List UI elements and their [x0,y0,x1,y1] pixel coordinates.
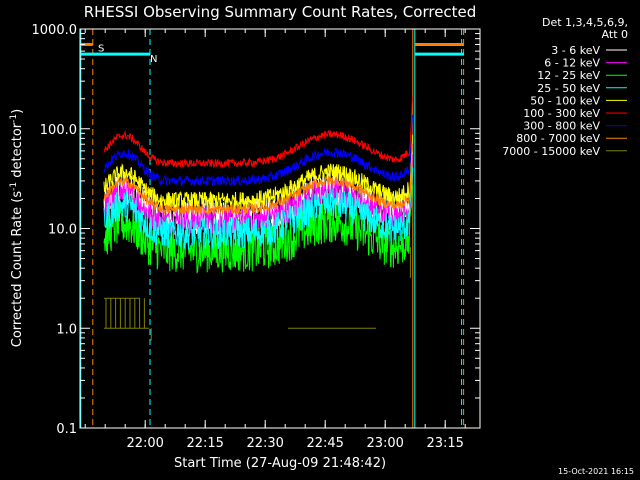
y-tick-label: 1.0 [56,322,77,337]
y-axis: 0.1 1.0 10.0 100.0 1000.0 [32,23,480,437]
legend-header-line1: Det 1,3,4,5,6,9, [542,16,628,29]
y-tick-label: 1000.0 [32,23,78,38]
x-tick-label: 22:45 [306,436,343,451]
legend-label: 3 - 6 keV [551,44,600,57]
legend-label: 300 - 800 keV [523,120,600,133]
series-line [103,167,413,250]
timestamp: 15-Oct-2021 16:15 [558,467,634,476]
plot-area: SN [80,29,465,428]
x-tick-label: 22:30 [246,436,283,451]
x-tick-label: 23:15 [426,436,463,451]
flag-label-n: N [150,54,157,65]
y-tick-label: 10.0 [48,223,77,238]
legend-label: 100 - 300 keV [523,107,600,120]
legend-label: 12 - 25 keV [537,69,600,82]
x-tick-label: 23:00 [366,436,403,451]
series-line [103,114,413,188]
series-line [103,134,413,211]
legend-label: 6 - 12 keV [544,57,600,70]
y-axis-label-prefix: Corrected Count Rate (s [10,191,25,348]
x-tick-label: 22:00 [126,436,163,451]
series-line [103,97,413,169]
x-axis: 22:00 22:15 22:30 22:45 23:00 23:15 [84,29,466,451]
y-axis-label-end: ) [10,109,25,114]
series-line [104,247,411,341]
y-tick-label: 100.0 [40,123,77,138]
legend-label: 50 - 100 keV [530,94,600,107]
legend-label: 25 - 50 keV [537,82,600,95]
legend-label: 800 - 7000 keV [516,132,600,145]
y-axis-label-sup2: -1 [9,114,19,123]
x-tick-label: 22:15 [186,436,223,451]
legend-label: 7000 - 15000 keV [502,145,600,158]
legend-header-line2: Att 0 [602,28,628,41]
y-tick-label: 0.1 [56,422,77,437]
x-axis-label: Start Time (27-Aug-09 21:48:42) [174,456,386,471]
y-axis-label-sup: -1 [9,182,19,191]
series-line [103,143,413,216]
series-line [103,184,413,274]
flag-label-s: S [98,43,104,54]
y-axis-label-suffix: detector [10,122,25,182]
y-axis-label: Corrected Count Rate (s-1 detector-1) [9,109,25,347]
chart-title: RHESSI Observing Summary Count Rates, Co… [84,3,477,21]
